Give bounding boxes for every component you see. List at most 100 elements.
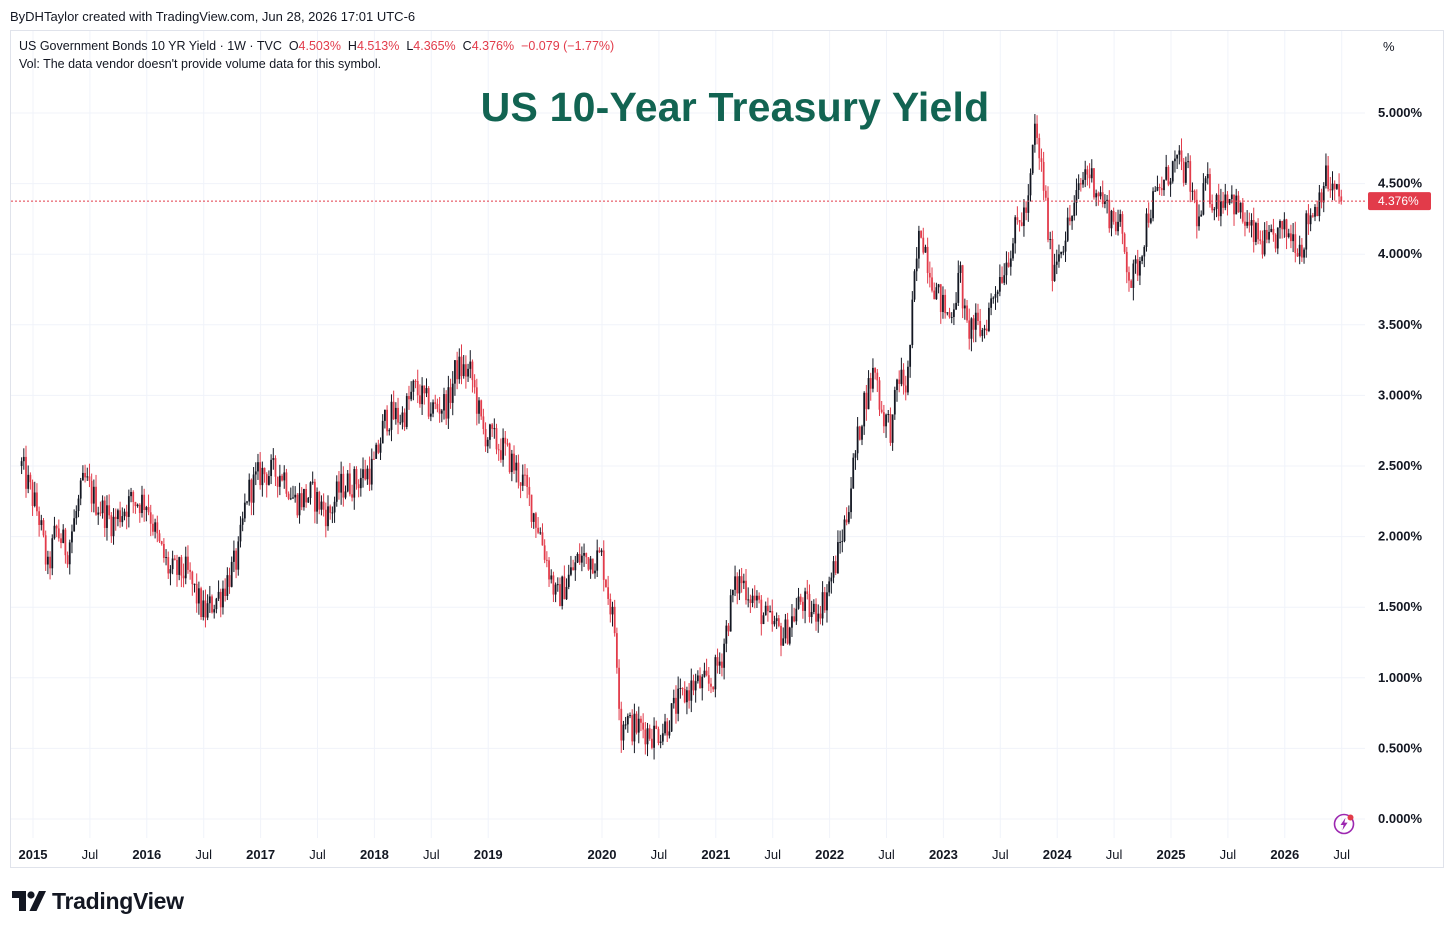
candle-body [874,367,877,373]
candle-body [77,498,80,512]
candle-body [1084,169,1087,180]
candle-body [1316,206,1319,217]
candle-body [747,599,750,601]
candle-body [633,713,636,742]
candle-body [926,246,929,273]
candle-body [1228,199,1231,204]
candle-body [609,598,612,615]
candle-body [942,294,944,313]
candle-body [1257,223,1260,240]
candle-body [661,733,664,742]
candle-body [758,595,761,600]
x-tick-label: 2026 [1270,847,1299,862]
candle-body [106,505,108,528]
chart-pane[interactable] [10,30,1444,868]
candle-body [1136,259,1139,276]
candle-body [259,462,262,486]
candle-body [436,403,439,409]
candle-body [1193,190,1196,200]
candle-body [753,595,756,601]
candle-body [543,545,546,560]
candle-body [1141,256,1144,261]
candle-body [1088,174,1091,179]
candle-body [248,479,251,502]
candle-body [1047,197,1049,240]
candle-body [1226,194,1229,204]
candle-body [655,725,658,729]
candle-body [399,422,402,424]
candle-body [219,591,222,608]
candle-body [688,690,691,701]
candle-body [714,657,717,690]
candle-body [1248,221,1251,226]
candle-body [66,555,69,565]
candle-body [178,557,181,575]
candle-body [635,713,638,733]
candle-body [762,615,765,625]
candle-body [246,501,248,503]
candle-body [1018,220,1021,223]
x-tick-label: 2016 [132,847,161,862]
candle-body [808,593,811,617]
candle-body [1305,213,1308,250]
candle-body [467,368,469,377]
candle-body [443,394,445,411]
candle-body [804,591,806,611]
candle-body [504,437,507,444]
tradingview-logo[interactable]: TradingView [12,886,184,916]
candle-body [648,728,651,739]
candle-body [1145,213,1148,247]
candle-body [552,575,555,595]
candle-body [904,385,907,393]
candle-body [751,595,754,604]
candle-body [745,580,747,601]
candle-body [1206,174,1209,179]
candle-body [438,408,441,414]
candle-body [217,591,220,599]
candle-body [1340,196,1343,202]
candle-body [1215,194,1218,209]
candle-body [519,482,522,486]
candle-body [626,715,629,725]
candle-body [729,595,732,632]
candle-body [460,356,463,377]
candle-body [1143,246,1146,257]
candle-body [1038,137,1041,159]
candle-body [1053,264,1056,281]
candle-body [189,569,192,572]
candle-body [944,294,947,314]
candle-body [802,601,804,611]
y-tick-label: 5.000% [1378,105,1423,120]
candle-body [351,494,353,498]
candle-body [705,670,708,676]
lightning-icon[interactable] [1333,813,1355,835]
candle-body [119,510,122,523]
candle-body [469,361,472,369]
x-tick-label: 2024 [1043,847,1073,862]
candle-body [913,271,916,300]
candle-body [202,600,205,618]
candle-body [583,552,585,556]
candle-body [640,718,642,723]
candle-body [1331,183,1334,191]
symbol-legend[interactable]: US Government Bonds 10 YR Yield · 1W · T… [19,39,614,53]
candle-body [1007,262,1010,267]
candle-body [696,675,699,682]
candle-body [740,576,743,584]
candle-body [44,535,47,565]
candle-body [127,496,130,517]
candle-body [953,309,955,318]
candle-body [473,380,476,388]
symbol-name[interactable]: US Government Bonds 10 YR Yield · 1W · T… [19,39,282,53]
candle-body [1106,199,1108,201]
candle-body [1259,239,1262,241]
candle-body [64,529,67,556]
candle-body [495,428,498,450]
price-scale-unit-button[interactable]: % [1383,39,1395,54]
x-tick-label: Jul [1106,847,1123,862]
candle-body [1279,221,1281,228]
candle-body [366,468,369,480]
candle-body [1281,221,1284,230]
x-tick-label: Jul [1333,847,1350,862]
